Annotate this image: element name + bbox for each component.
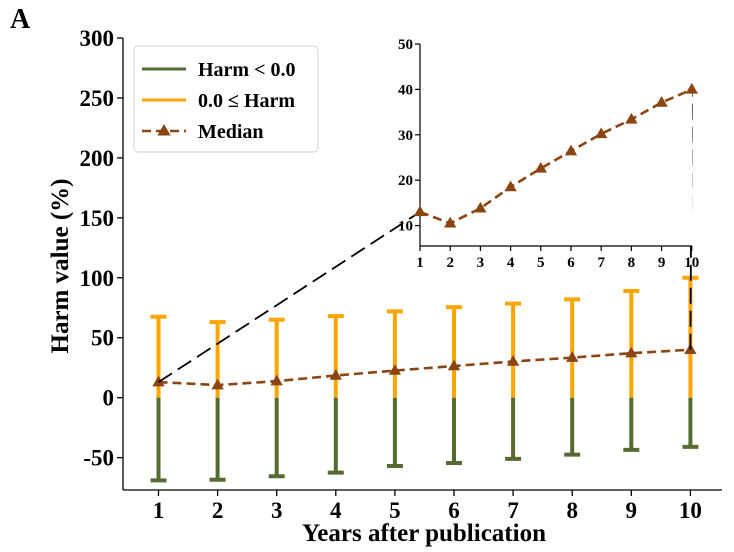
x-tick-label: 8 — [566, 498, 578, 523]
y-tick-label: 0 — [103, 386, 115, 411]
inset-y-tick-label: 10 — [398, 219, 413, 235]
median-point — [566, 351, 579, 362]
median-point — [625, 346, 638, 358]
median-point — [270, 374, 283, 386]
x-tick-label: 1 — [153, 498, 165, 523]
median-point — [329, 369, 342, 380]
inset-median-point — [625, 112, 638, 124]
x-tick-label: 9 — [626, 498, 638, 523]
inset-median-line — [419, 88, 693, 225]
median-point — [152, 375, 165, 387]
inset-y-tick-label: 20 — [398, 173, 413, 189]
legend-label: Harm < 0.0 — [198, 59, 296, 81]
median-line — [158, 348, 691, 387]
median-point — [211, 378, 224, 390]
connector-line-left — [158, 211, 421, 383]
median-point — [388, 364, 402, 375]
y-tick-label: 300 — [80, 26, 115, 51]
inset-x-tick-label: 6 — [567, 255, 575, 271]
inset-y-tick-label: 50 — [398, 37, 413, 53]
inset-x-tick-label: 7 — [597, 255, 605, 271]
legend-label: 0.0 ≤ Harm — [198, 90, 295, 112]
y-tick-label: -50 — [83, 446, 114, 471]
inset-x-tick-label: 1 — [416, 255, 424, 271]
y-tick-label: 250 — [80, 86, 115, 111]
legend-label: Median — [198, 121, 264, 143]
legend-marker — [157, 124, 171, 136]
median-point — [447, 359, 461, 371]
inset-median-point — [595, 127, 608, 139]
y-tick-label: 150 — [80, 206, 115, 231]
x-tick-label: 2 — [212, 498, 224, 523]
inset-x-tick-label: 2 — [446, 255, 454, 271]
inset-median-point — [685, 82, 698, 94]
x-tick-label: 10 — [679, 498, 702, 523]
inset-x-tick-label: 4 — [507, 255, 515, 271]
legend-box — [133, 45, 319, 153]
inset-median-point — [655, 96, 668, 107]
legend: Harm < 0.0 0.0 ≤ Harm Median — [133, 45, 319, 153]
inset-median-point — [564, 144, 578, 156]
inset-background — [420, 44, 692, 246]
x-tick-label: 3 — [271, 498, 283, 523]
x-axis-label: Years after publication — [302, 520, 546, 547]
inset-x-tick-label: 3 — [477, 255, 485, 271]
inset-median-point — [474, 201, 487, 213]
main-errorbars — [150, 275, 699, 483]
x-tick-label: 4 — [330, 498, 342, 523]
main-median-series — [152, 343, 697, 390]
x-tick-label: 5 — [389, 498, 401, 523]
inset-x-tick-label: 10 — [684, 255, 699, 271]
y-tick-label: 50 — [91, 326, 114, 351]
inset-y-tick-label: 40 — [398, 82, 413, 98]
inset-x-tick-label: 9 — [658, 255, 666, 271]
median-point — [506, 354, 520, 366]
y-tick-label: 100 — [80, 266, 115, 291]
inset-median-point — [444, 216, 457, 228]
inset-x-tick-label: 8 — [628, 255, 636, 271]
inset-x-tick-label: 5 — [537, 255, 545, 271]
x-tick-label: 7 — [507, 498, 519, 523]
inset-median-point — [504, 180, 517, 192]
y-axis-label: Harm value (%) — [47, 179, 74, 354]
inset-median-point — [534, 161, 547, 173]
inset-chart: 50 40 30 20 10 1 2 3 4 5 6 7 8 9 10 — [398, 37, 699, 271]
inset-median-point — [413, 205, 427, 217]
x-tick-label: 6 — [448, 498, 460, 523]
y-tick-label: 200 — [80, 146, 115, 171]
panel-label: A — [10, 4, 31, 35]
inset-y-tick-label: 30 — [398, 128, 413, 144]
